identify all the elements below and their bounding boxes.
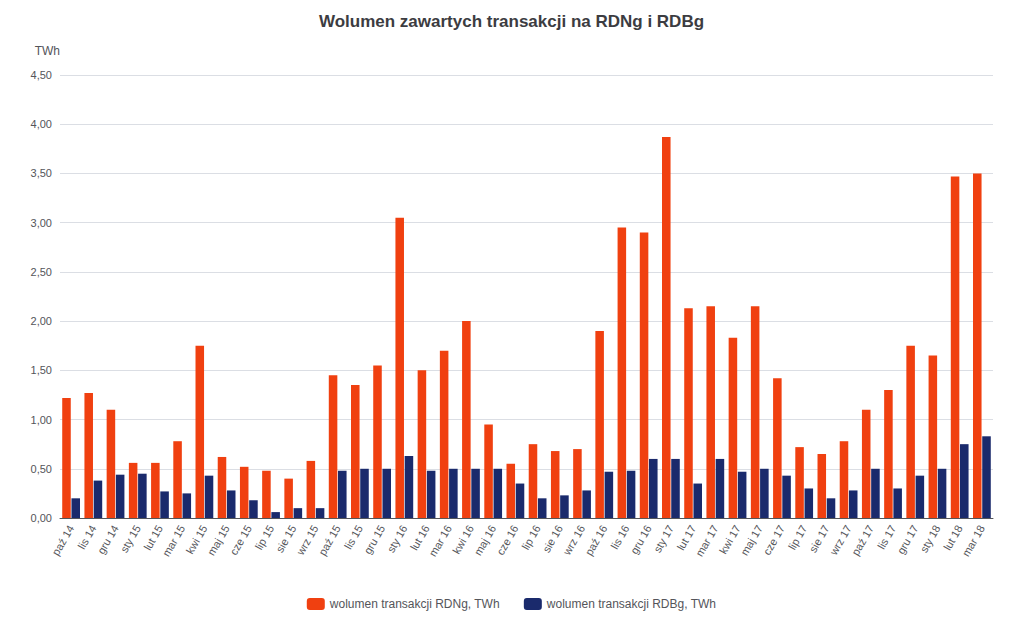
svg-text:mar 15: mar 15 [160, 523, 187, 559]
svg-text:maj 15: maj 15 [204, 523, 232, 558]
svg-text:4,00: 4,00 [31, 118, 52, 130]
svg-text:1,50: 1,50 [31, 364, 52, 376]
svg-text:gru 16: gru 16 [628, 523, 654, 556]
svg-text:wrz 17: wrz 17 [827, 523, 854, 557]
svg-text:sty 16: sty 16 [384, 523, 409, 554]
svg-text:paź 14: paź 14 [49, 523, 76, 558]
svg-text:TWh: TWh [35, 44, 60, 58]
svg-text:lis 17: lis 17 [875, 523, 898, 551]
svg-text:4,50: 4,50 [31, 69, 52, 81]
svg-text:Wolumen zawartych transakcji n: Wolumen zawartych transakcji na RDNg i R… [319, 12, 704, 31]
svg-text:3,50: 3,50 [31, 167, 52, 179]
svg-text:kwi 16: kwi 16 [450, 523, 477, 556]
svg-text:kwi 17: kwi 17 [716, 523, 743, 556]
svg-text:mar 18: mar 18 [960, 523, 987, 559]
svg-text:lis 15: lis 15 [342, 523, 365, 551]
svg-text:2,00: 2,00 [31, 315, 52, 327]
svg-text:paź 15: paź 15 [316, 523, 343, 558]
svg-text:3,00: 3,00 [31, 217, 52, 229]
svg-text:gru 14: gru 14 [95, 523, 121, 556]
svg-text:wolumen transakcji RDBg, TWh: wolumen transakcji RDBg, TWh [546, 597, 716, 611]
svg-text:cze 15: cze 15 [227, 523, 254, 557]
svg-text:0,00: 0,00 [31, 512, 52, 524]
svg-text:wrz 16: wrz 16 [560, 523, 588, 557]
svg-text:lip 16: lip 16 [519, 523, 543, 552]
svg-text:sie 16: sie 16 [540, 523, 565, 555]
svg-text:kwi 15: kwi 15 [183, 523, 210, 556]
svg-text:wrz 15: wrz 15 [294, 523, 321, 557]
svg-text:sie 15: sie 15 [273, 523, 299, 555]
svg-text:sie 17: sie 17 [806, 523, 832, 555]
svg-text:wolumen transakcji RDNg, TWh: wolumen transakcji RDNg, TWh [329, 597, 500, 611]
svg-text:mar 16: mar 16 [426, 523, 453, 559]
svg-text:lip 17: lip 17 [786, 523, 810, 552]
svg-text:sty 17: sty 17 [651, 523, 676, 554]
svg-text:lip 15: lip 15 [253, 523, 277, 552]
svg-text:gru 15: gru 15 [361, 523, 387, 556]
svg-text:sty 18: sty 18 [918, 523, 943, 554]
svg-text:1,00: 1,00 [31, 414, 52, 426]
svg-text:cze 17: cze 17 [761, 523, 788, 557]
svg-text:sty 15: sty 15 [118, 523, 143, 554]
svg-text:gru 17: gru 17 [894, 523, 920, 556]
svg-text:lut 16: lut 16 [407, 523, 432, 553]
svg-text:lut 17: lut 17 [674, 523, 699, 553]
svg-text:paź 16: paź 16 [583, 523, 610, 558]
svg-text:lut 15: lut 15 [141, 523, 166, 553]
svg-text:maj 16: maj 16 [471, 523, 499, 558]
svg-text:lis 16: lis 16 [608, 523, 631, 551]
svg-text:lut 18: lut 18 [941, 523, 965, 553]
svg-text:paź 17: paź 17 [849, 523, 876, 558]
svg-text:2,50: 2,50 [31, 266, 52, 278]
svg-text:lis 14: lis 14 [75, 523, 98, 551]
svg-text:maj 17: maj 17 [738, 523, 765, 558]
svg-text:0,50: 0,50 [31, 463, 52, 475]
svg-text:mar 17: mar 17 [693, 523, 720, 559]
svg-text:cze 16: cze 16 [494, 523, 521, 557]
